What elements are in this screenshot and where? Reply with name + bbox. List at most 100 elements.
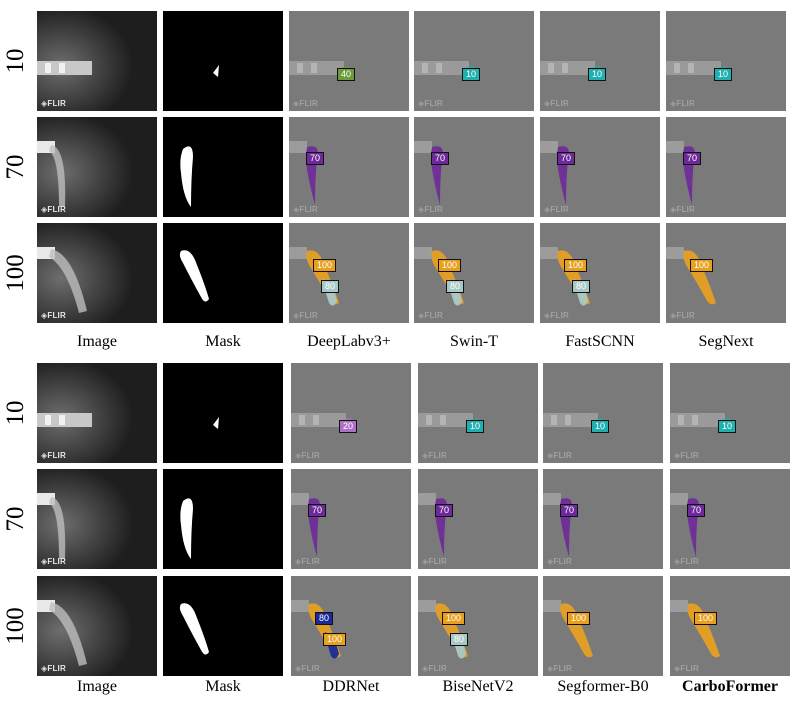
class-label-badge: 10: [718, 420, 737, 433]
pred-tile: ◈FLIR 10: [418, 363, 538, 463]
flir-watermark: ◈FLIR: [418, 99, 443, 108]
mask-tile: [163, 117, 283, 217]
class-label-badge: 10: [714, 68, 733, 81]
class-label-badge: 100: [323, 633, 347, 646]
class-label-badge: 70: [308, 504, 327, 517]
flir-watermark: ◈FLIR: [295, 664, 320, 673]
pred-tile: ◈FLIR 10: [670, 363, 790, 463]
flir-watermark: ◈FLIR: [547, 557, 572, 566]
flir-watermark: ◈FLIR: [422, 664, 447, 673]
mask-tile: [163, 363, 283, 463]
class-label-badge: 20: [339, 420, 358, 433]
column-label: CarboFormer: [682, 678, 778, 695]
flir-watermark: ◈FLIR: [41, 451, 66, 460]
pred-tile: ◈FLIR 10: [414, 11, 534, 111]
pred-tile: ◈FLIR 40: [289, 11, 409, 111]
pred-tile: ◈FLIR 70: [291, 469, 411, 569]
pred-tile: ◈FLIR 70: [289, 117, 409, 217]
row-label-level: 10: [2, 400, 29, 426]
pred-tile: ◈FLIR 70: [670, 469, 790, 569]
class-label-badge: 70: [560, 504, 579, 517]
pred-tile: ◈FLIR 70: [418, 469, 538, 569]
pred-tile: ◈FLIR 70: [414, 117, 534, 217]
class-label-badge: 80: [572, 280, 591, 293]
class-label-badge: 100: [564, 259, 588, 272]
flir-watermark: ◈FLIR: [41, 664, 66, 673]
pred-tile: ◈FLIR 20: [291, 363, 411, 463]
image-tile: ◈FLIR: [37, 223, 157, 323]
flir-watermark: ◈FLIR: [41, 99, 66, 108]
flir-watermark: ◈FLIR: [674, 451, 699, 460]
flir-watermark: ◈FLIR: [293, 311, 318, 320]
class-label-badge: 100: [442, 612, 466, 625]
class-label-badge: 80: [450, 633, 469, 646]
flir-watermark: ◈FLIR: [41, 557, 66, 566]
flir-watermark: ◈FLIR: [295, 557, 320, 566]
column-label: FastSCNN: [565, 333, 635, 350]
row-label-level: 100: [2, 607, 29, 645]
image-tile: ◈FLIR: [37, 117, 157, 217]
class-label-badge: 10: [591, 420, 610, 433]
pred-tile: ◈FLIR 100: [670, 576, 790, 676]
mask-tile: [163, 11, 283, 111]
column-label: DeepLabv3+: [307, 333, 391, 350]
class-label-badge: 100: [694, 612, 718, 625]
class-label-badge: 80: [321, 280, 340, 293]
pred-tile: ◈FLIR 100: [543, 576, 663, 676]
flir-watermark: ◈FLIR: [670, 205, 695, 214]
flir-watermark: ◈FLIR: [422, 557, 447, 566]
class-label-badge: 10: [462, 68, 481, 81]
image-tile: ◈FLIR: [37, 576, 157, 676]
flir-watermark: ◈FLIR: [547, 451, 572, 460]
pred-tile: ◈FLIR 10: [543, 363, 663, 463]
row-label-level: 100: [2, 254, 29, 292]
flir-watermark: ◈FLIR: [422, 451, 447, 460]
pred-tile: ◈FLIR 10: [666, 11, 786, 111]
row-label-level: 70: [2, 506, 29, 532]
image-tile: ◈FLIR: [37, 469, 157, 569]
flir-watermark: ◈FLIR: [547, 664, 572, 673]
class-label-badge: 10: [588, 68, 607, 81]
class-label-badge: 10: [466, 420, 485, 433]
flir-watermark: ◈FLIR: [418, 311, 443, 320]
pred-tile: ◈FLIR 100 80: [414, 223, 534, 323]
class-label-badge: 70: [431, 152, 450, 165]
pred-tile: ◈FLIR 100 80: [289, 223, 409, 323]
column-label: Mask: [205, 678, 241, 695]
column-label: Mask: [205, 333, 241, 350]
image-tile: ◈FLIR: [37, 363, 157, 463]
class-label-badge: 80: [315, 612, 334, 625]
flir-watermark: ◈FLIR: [670, 99, 695, 108]
flir-watermark: ◈FLIR: [670, 311, 695, 320]
column-label: SegNext: [698, 333, 754, 350]
mask-tile: [163, 469, 283, 569]
flir-watermark: ◈FLIR: [544, 311, 569, 320]
row-label-level: 10: [2, 48, 29, 74]
class-label-badge: 100: [438, 259, 462, 272]
flir-watermark: ◈FLIR: [418, 205, 443, 214]
class-label-badge: 100: [567, 612, 591, 625]
column-label: DDRNet: [322, 678, 380, 695]
mask-tile: [163, 576, 283, 676]
class-label-badge: 70: [687, 504, 706, 517]
column-label: BiseNetV2: [442, 678, 514, 695]
mask-tile: [163, 223, 283, 323]
row-label-level: 70: [2, 154, 29, 180]
class-label-badge: 70: [435, 504, 454, 517]
column-label: Image: [77, 678, 117, 695]
column-label: Image: [77, 333, 117, 350]
pred-tile: ◈FLIR 70: [666, 117, 786, 217]
class-label-badge: 100: [690, 259, 714, 272]
class-label-badge: 100: [313, 259, 337, 272]
pred-tile: ◈FLIR 100: [666, 223, 786, 323]
class-label-badge: 70: [557, 152, 576, 165]
class-label-badge: 70: [683, 152, 702, 165]
flir-watermark: ◈FLIR: [544, 99, 569, 108]
class-label-badge: 80: [446, 280, 465, 293]
pred-tile: ◈FLIR 100 80: [418, 576, 538, 676]
flir-watermark: ◈FLIR: [674, 664, 699, 673]
column-label: Segformer-B0: [557, 678, 649, 695]
column-label: Swin-T: [450, 333, 498, 350]
pred-tile: ◈FLIR 10: [540, 11, 660, 111]
